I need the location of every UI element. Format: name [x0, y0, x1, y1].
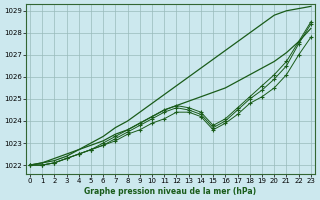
X-axis label: Graphe pression niveau de la mer (hPa): Graphe pression niveau de la mer (hPa)	[84, 187, 256, 196]
